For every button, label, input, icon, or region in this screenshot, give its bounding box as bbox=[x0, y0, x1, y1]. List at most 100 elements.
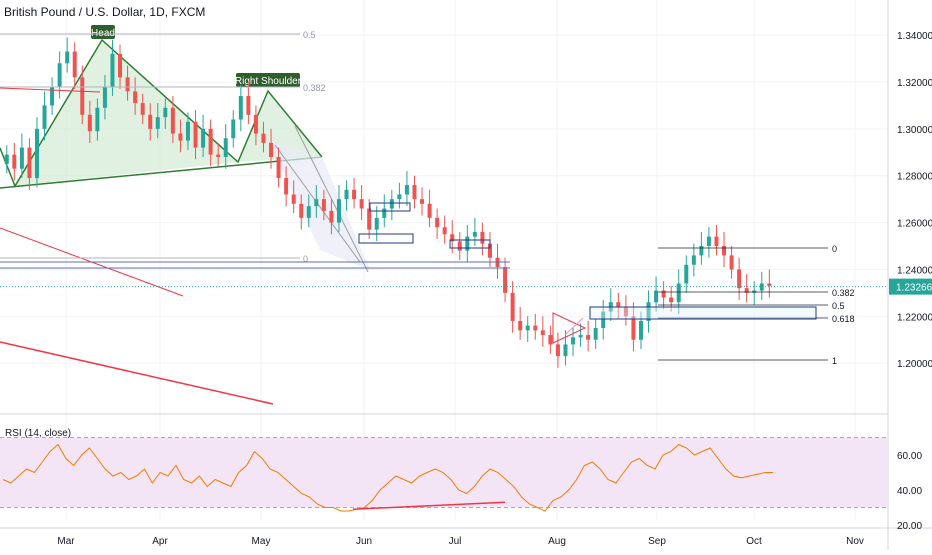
candle-body bbox=[699, 246, 704, 256]
price-tick-6: 1.22000 bbox=[897, 312, 932, 323]
rsi-layer: RSI (14, close) 60.00 40.00 20.00 bbox=[0, 413, 922, 532]
candle-body bbox=[654, 290, 659, 303]
rsi-tick-2: 20.00 bbox=[897, 521, 922, 532]
candle-body bbox=[336, 199, 341, 223]
candle-body bbox=[601, 311, 606, 328]
candle-body bbox=[50, 86, 55, 106]
candle-body bbox=[427, 203, 432, 218]
candle-16 bbox=[125, 65, 130, 101]
head-label-bg bbox=[91, 25, 115, 39]
candle-84 bbox=[638, 311, 643, 350]
candle-body bbox=[540, 330, 545, 336]
candle-21 bbox=[163, 98, 168, 129]
zone-rect-jul bbox=[449, 239, 491, 249]
candle-body bbox=[661, 290, 666, 298]
rsi-tick-1: 40.00 bbox=[897, 486, 922, 497]
candle-body bbox=[306, 206, 311, 218]
zone-rect-jun bbox=[358, 233, 414, 244]
candle-61 bbox=[465, 224, 470, 263]
candle-body bbox=[450, 234, 455, 242]
candle-body bbox=[684, 264, 689, 284]
candle-34 bbox=[261, 121, 266, 153]
candle-53 bbox=[404, 171, 409, 207]
candle-47 bbox=[359, 185, 364, 221]
candle-body bbox=[359, 199, 364, 209]
trendline-lower bbox=[0, 341, 274, 405]
candle-83 bbox=[631, 302, 636, 352]
grid-layer bbox=[0, 0, 888, 520]
time-tick-6: Sep bbox=[648, 536, 666, 547]
candle-body bbox=[133, 91, 138, 104]
candle-body bbox=[19, 147, 24, 169]
time-tick-1: Apr bbox=[152, 536, 168, 547]
time-tick-4: Jul bbox=[449, 536, 462, 547]
candle-body bbox=[586, 335, 591, 340]
candle-body bbox=[12, 154, 17, 169]
candle-35 bbox=[269, 128, 274, 169]
fib-right-label-1: 0.382 bbox=[832, 288, 855, 298]
candle-73 bbox=[555, 332, 560, 368]
zone-rect-aug bbox=[589, 306, 817, 320]
candle-28 bbox=[216, 142, 221, 167]
candle-94 bbox=[714, 224, 719, 256]
candle-40 bbox=[306, 194, 311, 228]
candle-25 bbox=[193, 110, 198, 160]
candle-body bbox=[646, 302, 651, 321]
shoulder-label: Right Shoulder bbox=[235, 76, 302, 87]
fib-left-label-2: 0 bbox=[303, 254, 308, 264]
candle-body bbox=[714, 236, 719, 246]
candle-body bbox=[382, 208, 387, 218]
overlay-layer: 0.5 0.382 0 0 0.382 0.5 0.618 1 bbox=[0, 30, 888, 405]
price-tick-5: 1.24000 bbox=[897, 265, 932, 276]
candle-body bbox=[548, 335, 553, 345]
candle-23 bbox=[178, 119, 183, 153]
candle-body bbox=[253, 114, 258, 134]
candle-body bbox=[72, 51, 77, 78]
candle-86 bbox=[654, 276, 659, 312]
candle-68 bbox=[518, 306, 523, 340]
candle-body bbox=[314, 199, 319, 207]
candle-74 bbox=[563, 330, 568, 366]
candle-45 bbox=[344, 180, 349, 211]
candle-51 bbox=[389, 189, 394, 221]
candle-10 bbox=[80, 65, 85, 125]
fib-right-label-2: 0.5 bbox=[832, 301, 845, 311]
candle-32 bbox=[246, 82, 251, 125]
candle-body bbox=[201, 128, 206, 148]
candle-body bbox=[593, 328, 598, 340]
candle-39 bbox=[299, 194, 304, 230]
candle-body bbox=[638, 320, 643, 340]
candle-body bbox=[389, 199, 394, 209]
candle-body bbox=[352, 189, 357, 200]
candle-body bbox=[178, 133, 183, 141]
candle-43 bbox=[329, 199, 334, 235]
candle-62 bbox=[472, 217, 477, 246]
candle-body bbox=[510, 292, 515, 321]
candle-41 bbox=[314, 185, 319, 218]
candle-95 bbox=[722, 231, 727, 268]
candle-93 bbox=[706, 227, 711, 258]
time-tick-0: Mar bbox=[57, 536, 75, 547]
chart-title: British Pound / U.S. Dollar, 1D, FXCM bbox=[4, 5, 205, 19]
candle-90 bbox=[684, 255, 689, 293]
candle-body bbox=[321, 199, 326, 211]
candle-1 bbox=[12, 142, 17, 181]
candle-layer bbox=[4, 37, 772, 368]
candle-3 bbox=[27, 138, 32, 190]
candle-body bbox=[503, 267, 508, 293]
candle-body bbox=[571, 337, 576, 345]
candle-60 bbox=[457, 231, 462, 261]
price-tick-3: 1.28000 bbox=[897, 172, 932, 183]
triangle-line bbox=[564, 317, 584, 336]
candle-body bbox=[412, 185, 417, 200]
candle-body bbox=[4, 154, 9, 164]
time-tick-7: Oct bbox=[746, 536, 762, 547]
candle-body bbox=[223, 138, 228, 157]
candle-31 bbox=[238, 84, 243, 132]
candle-body bbox=[367, 208, 372, 230]
candle-body bbox=[110, 53, 115, 87]
candle-body bbox=[397, 194, 402, 200]
pattern-fill-shoulder bbox=[238, 91, 322, 162]
candle-38 bbox=[291, 180, 296, 214]
triangle-pattern bbox=[552, 312, 587, 344]
